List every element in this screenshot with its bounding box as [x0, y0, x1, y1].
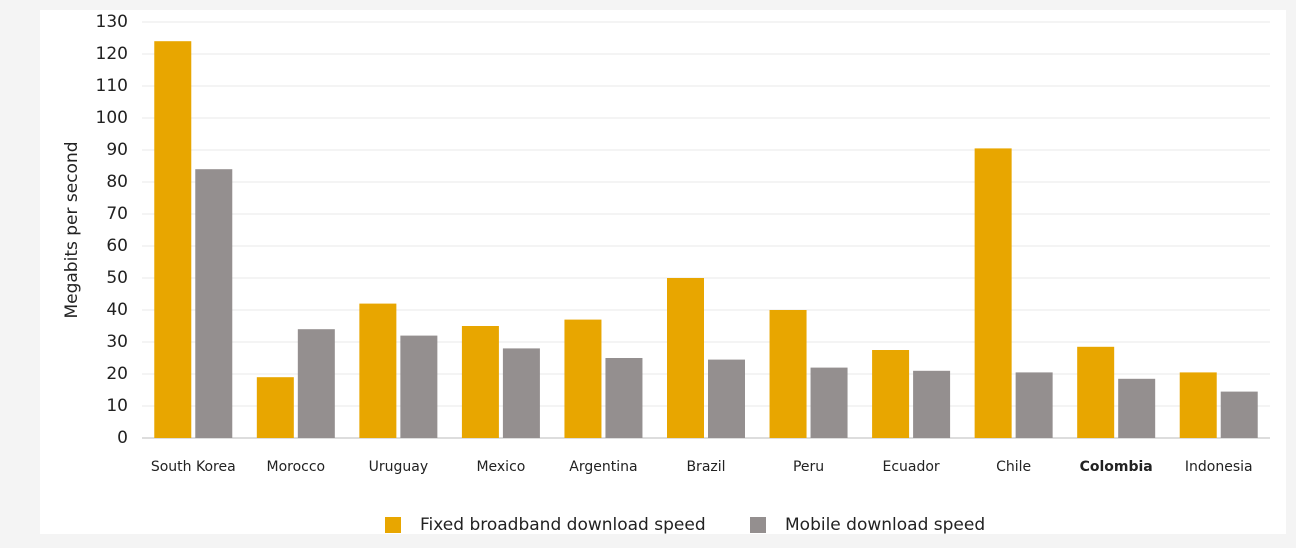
legend-label: Fixed broadband download speed	[420, 515, 706, 535]
bar	[1220, 391, 1258, 438]
bar	[810, 367, 848, 438]
bar	[1015, 372, 1053, 438]
x-tick-label: Uruguay	[369, 459, 429, 475]
x-tick-label: Brazil	[686, 459, 725, 475]
bar	[1118, 378, 1156, 438]
x-tick-label: Indonesia	[1185, 459, 1253, 475]
bar	[195, 169, 233, 438]
x-tick-label: Morocco	[267, 459, 326, 475]
bar	[502, 348, 540, 438]
bar	[154, 41, 192, 438]
bar	[400, 335, 438, 438]
x-tick-label: Colombia	[1080, 459, 1153, 475]
x-tick-label: Chile	[996, 459, 1031, 475]
y-tick-label: 80	[106, 172, 128, 192]
legend-swatch	[385, 517, 401, 533]
y-tick-label: 20	[106, 364, 128, 384]
x-tick-label: South Korea	[151, 459, 236, 475]
bar	[359, 303, 397, 438]
bar	[256, 377, 294, 438]
y-tick-label: 60	[106, 236, 128, 256]
y-tick-label: 30	[106, 332, 128, 352]
bar	[297, 329, 335, 438]
y-tick-label: 40	[106, 300, 128, 320]
x-tick-label: Argentina	[569, 459, 637, 475]
y-tick-label: 90	[106, 140, 128, 160]
x-tick-label: Ecuador	[882, 459, 939, 475]
y-tick-label: 100	[96, 108, 128, 128]
legend-label: Mobile download speed	[785, 515, 985, 535]
bar	[1077, 346, 1115, 438]
y-tick-label: 120	[96, 44, 128, 64]
bar	[667, 278, 704, 438]
x-tick-label: Peru	[793, 459, 824, 475]
bar	[605, 358, 643, 438]
bar	[913, 370, 951, 438]
bar	[769, 310, 807, 438]
legend-swatch	[750, 517, 766, 533]
x-tick-label: Mexico	[476, 459, 525, 475]
bar	[708, 359, 745, 438]
y-tick-label: 70	[106, 204, 128, 224]
bar	[564, 319, 602, 438]
y-tick-label: 0	[117, 428, 128, 448]
bar	[461, 326, 499, 438]
y-tick-label: 10	[106, 396, 128, 416]
bar	[872, 350, 910, 438]
bar	[974, 148, 1012, 438]
y-tick-label: 50	[106, 268, 128, 288]
y-tick-label: 130	[96, 12, 128, 32]
bar	[1179, 372, 1217, 438]
y-axis-title: Megabits per second	[62, 141, 82, 318]
y-tick-label: 110	[96, 76, 128, 96]
panel	[40, 10, 1286, 534]
